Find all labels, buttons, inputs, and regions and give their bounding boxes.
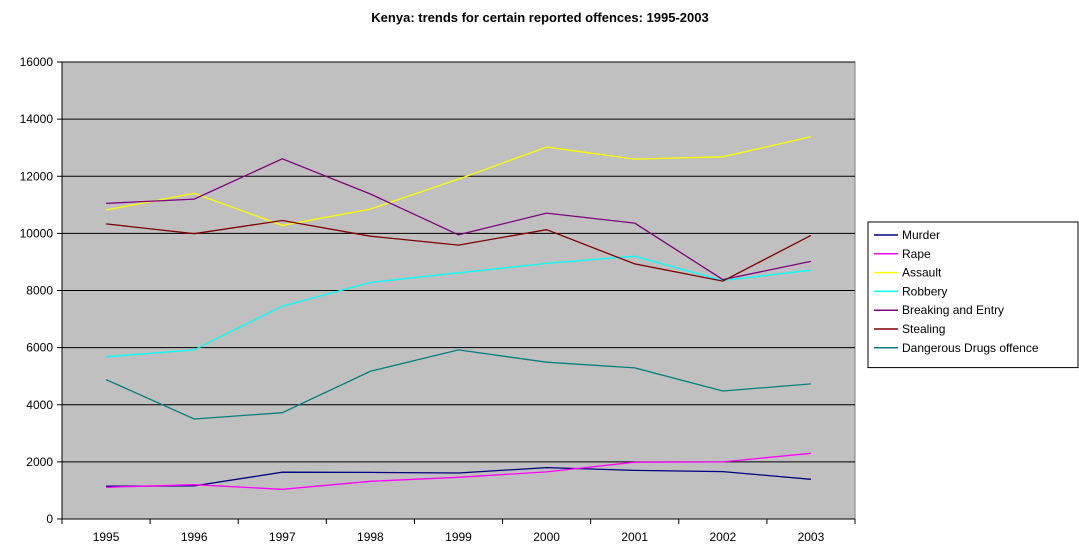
- x-tick-label: 1995: [93, 530, 120, 544]
- x-tick-label: 2003: [798, 530, 825, 544]
- x-tick-label: 2002: [709, 530, 736, 544]
- legend-label: Robbery: [902, 284, 947, 298]
- x-tick-label: 1998: [357, 530, 384, 544]
- series-line-dangerous-drugs-offence: [105, 349, 811, 420]
- chart-title: Kenya: trends for certain reported offen…: [371, 10, 708, 25]
- y-tick-label: 8000: [26, 284, 53, 298]
- series-line-murder: [106, 466, 811, 487]
- y-tick-label: 6000: [26, 341, 53, 355]
- y-tick-label: 14000: [20, 112, 54, 126]
- series-line-robbery: [106, 255, 811, 358]
- legend-label: Murder: [902, 228, 940, 242]
- series-lines: [105, 136, 812, 490]
- series-line-assault: [105, 136, 812, 227]
- y-tick-label: 0: [46, 512, 53, 526]
- legend-label: Breaking and Entry: [902, 303, 1004, 317]
- x-tick-label: 1996: [181, 530, 208, 544]
- series-line-breaking-and-entry: [106, 158, 812, 281]
- x-tick-label: 2000: [533, 530, 560, 544]
- axes: 0 2000 4000 6000 8000 10000 12000 14000 16000 199…: [20, 55, 856, 544]
- series-line-rape: [106, 452, 811, 490]
- y-tick-label: 4000: [26, 398, 53, 412]
- y-tick-label: 16000: [20, 55, 54, 69]
- x-tick-label: 2001: [621, 530, 648, 544]
- legend-label: Stealing: [902, 322, 945, 336]
- legend: Murder Rape Assault Robbery Breaking and Ent…: [867, 221, 1079, 369]
- legend-label: Assault: [902, 266, 942, 280]
- y-tick-label: 10000: [20, 226, 54, 240]
- x-tick-label: 1999: [445, 530, 472, 544]
- y-tick-label: 2000: [26, 455, 53, 469]
- series-line-stealing: [106, 219, 812, 282]
- legend-label: Rape: [902, 247, 931, 261]
- legend-label: Dangerous Drugs offence: [902, 341, 1039, 355]
- y-tick-label: 12000: [20, 169, 54, 183]
- legend-box: [867, 221, 1079, 369]
- x-tick-label: 1997: [269, 530, 296, 544]
